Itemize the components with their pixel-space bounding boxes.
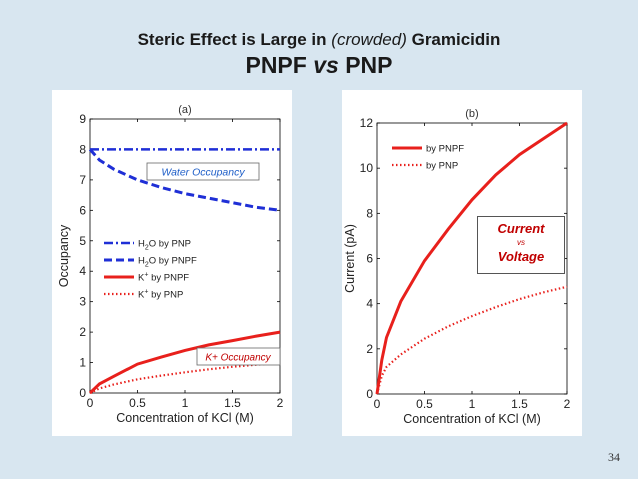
x-tick-label: 1.5	[224, 396, 241, 410]
callout-line-3: Voltage	[497, 249, 545, 264]
x-axis-label: Concentration of KCl (M)	[403, 412, 541, 426]
y-tick-label: 5	[79, 234, 86, 248]
x-tick-label: 0.5	[129, 396, 146, 410]
series-line-k-by-pnpf	[88, 330, 281, 395]
legend-label: by PNP	[426, 161, 458, 172]
x-tick-label: 2	[564, 397, 571, 411]
k-occupancy-box	[196, 347, 281, 366]
slide-title: Steric Effect is Large in (crowded) Gram…	[0, 30, 638, 50]
y-axis-label: Occupancy	[57, 224, 71, 287]
y-tick-label: 7	[79, 173, 86, 187]
y-tick-label: 3	[79, 295, 86, 309]
series-line-by-pnpf	[375, 121, 568, 395]
legend-label: H2O by PNPF	[138, 256, 197, 269]
x-tick-label: 1	[182, 396, 189, 410]
x-tick-label: 2	[277, 396, 284, 410]
x-tick-label: 1	[469, 397, 476, 411]
k-occupancy-text: K+ Occupancy	[205, 353, 271, 364]
panel-label: (a)	[178, 104, 191, 116]
current-vs-voltage-callout: Current vs Voltage	[477, 216, 565, 274]
x-tick-label: 1.5	[511, 397, 528, 411]
chart-panel-a: 0 0.5 1 1.5 2 0 1 2 3 4 5 6 7 8 9 Concentration of KCl …	[52, 90, 292, 436]
x-tick-label: 0	[87, 396, 94, 410]
title-text-italic: (crowded)	[331, 30, 407, 49]
callout-line-1: Current	[497, 221, 545, 236]
callout-line-2: vs	[517, 238, 525, 247]
series-line-k-by-pnp	[89, 361, 281, 394]
y-tick-label: 0	[79, 386, 86, 400]
water-occupancy-text: Water Occupancy	[161, 167, 245, 179]
panel-label: (b)	[465, 108, 478, 120]
x-axis-label: Concentration of KCl (M)	[116, 411, 254, 425]
title-text-2: Gramicidin	[406, 30, 501, 49]
water-occupancy-box	[146, 162, 260, 181]
series-line-by-pnp	[375, 285, 568, 395]
page-number: 34	[608, 450, 620, 464]
legend-label: K+ by PNPF	[138, 272, 189, 284]
y-tick-label: 6	[79, 203, 86, 217]
y-tick-label: 9	[79, 112, 86, 126]
y-tick-label: 1	[79, 356, 86, 370]
y-tick-label: 4	[366, 297, 373, 311]
y-tick-label: 6	[366, 252, 373, 266]
title-text-1: Steric Effect is Large in	[137, 30, 332, 49]
k-occupancy-annotation: K+ Occupancy	[196, 347, 281, 366]
legend-label: by PNPF	[426, 144, 464, 155]
current-chart: 0 0.5 1 1.5 2 0 2 4 6 8 10 12 Concentration of KCl (…	[343, 108, 571, 426]
y-tick-label: 2	[366, 342, 373, 356]
subtitle-text-1: PNPF	[245, 52, 314, 78]
y-axis-label: Current (pA)	[343, 224, 357, 293]
legend-label: K+ by PNP	[138, 289, 183, 301]
x-tick-label: 0.5	[416, 397, 433, 411]
occupancy-chart: 0 0.5 1 1.5 2 0 1 2 3 4 5 6 7 8 9 Concentration of KCl …	[57, 104, 284, 425]
y-tick-label: 4	[79, 264, 86, 278]
y-tick-label: 8	[79, 142, 86, 156]
x-tick-label: 0	[374, 397, 381, 411]
slide-subtitle: PNPF vs PNP	[0, 52, 638, 79]
y-tick-label: 12	[360, 116, 374, 130]
y-tick-label: 2	[79, 325, 86, 339]
subtitle-text-2: PNP	[338, 52, 393, 78]
y-tick-label: 10	[360, 161, 374, 175]
y-tick-label: 0	[366, 387, 373, 401]
water-occupancy-annotation: Water Occupancy	[146, 162, 260, 181]
subtitle-text-italic: vs	[313, 52, 339, 78]
legend-label: H2O by PNP	[138, 239, 191, 252]
y-tick-label: 8	[366, 206, 373, 220]
